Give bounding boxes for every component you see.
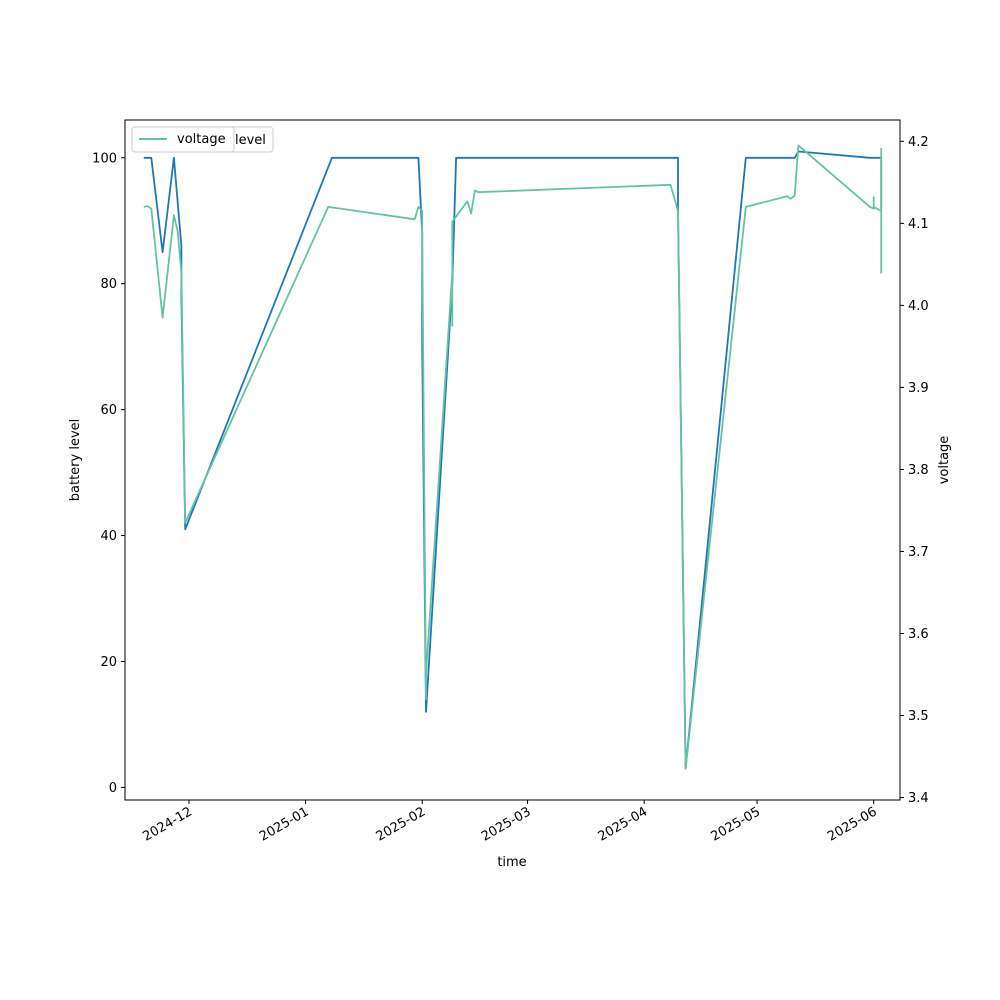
- y-left-tick-label: 20: [100, 655, 117, 670]
- y-left-tick-label: 40: [100, 529, 117, 544]
- legend-voltage: voltage: [131, 126, 235, 153]
- y-right-tick-label: 4.2: [908, 135, 929, 150]
- series-line-level: [143, 150, 883, 770]
- series-layer: [143, 144, 883, 770]
- legend-voltage-label: voltage: [177, 132, 226, 147]
- y-right-tick-label: 3.9: [908, 381, 929, 396]
- y-axis-left: 0 20 40 60 80 100: [92, 151, 125, 796]
- y-right-tick-label: 3.6: [908, 627, 929, 642]
- y-right-tick-label: 3.5: [908, 709, 929, 724]
- y-axis-left-label: battery level: [68, 419, 83, 502]
- y-right-tick-label: 3.4: [908, 791, 929, 806]
- y-right-tick-label: 4.0: [908, 299, 929, 314]
- y-right-tick-label: 3.8: [908, 463, 929, 478]
- series-line-voltage: [143, 144, 883, 770]
- y-axis-right: 3.4 3.5 3.6 3.7 3.8 3.9 4.0 4.1 4.2: [900, 135, 929, 806]
- y-left-tick-label: 80: [100, 277, 117, 292]
- y-right-tick-label: 3.7: [908, 545, 929, 560]
- x-axis-label: time: [497, 855, 526, 870]
- y-right-tick-label: 4.1: [908, 217, 929, 232]
- y-left-tick-label: 60: [100, 403, 117, 418]
- plot-frame: [124, 119, 901, 801]
- y-axis-right-label: voltage: [937, 436, 952, 485]
- y-left-tick-label: 0: [109, 781, 117, 796]
- legend-level-label: level: [235, 133, 266, 148]
- y-left-tick-label: 100: [92, 151, 117, 166]
